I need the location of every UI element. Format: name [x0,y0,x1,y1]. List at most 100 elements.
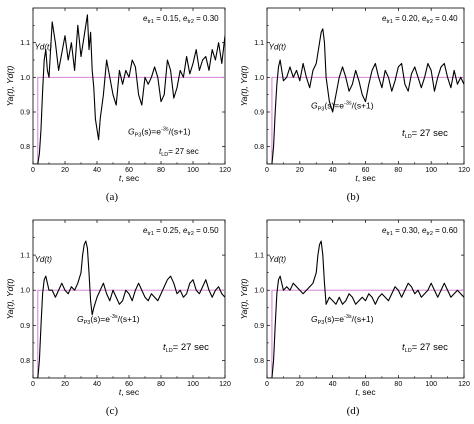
y-tick-label: 0.9 [20,110,30,117]
transfer-function-annotation: GP3(s)=e-3s/(s+1) [77,314,140,326]
series-line-output [33,14,225,164]
y-tick-label: 1.1 [254,253,264,260]
x-axis-unit: , sec [358,387,377,397]
series-line-output [33,240,225,378]
x-axis-label: t, sec [355,387,376,397]
x-tick-label: 100 [187,167,199,174]
x-axis-label: t, sec [119,173,140,183]
tld-annotation: tLD= 27 sec [402,342,448,354]
series-line-setpoint [33,76,225,164]
tf-tail: /(s+1) [352,101,374,111]
panel-label: (d) [347,405,360,417]
y-tick-label: 0.8 [254,358,264,365]
yd-annotation: Yd(t) [269,255,287,264]
transfer-function-annotation: GP3(s)=e-3s/(s+1) [311,101,374,113]
x-tick-label: 0 [31,381,35,388]
x-tick-label: 100 [187,381,199,388]
x-tick-label: 100 [425,381,437,388]
y-tick-label: 0.8 [254,144,264,151]
etr1-value: 0.20 [402,14,418,23]
x-tick-label: 80 [394,167,402,174]
y-axis-label: Ya(t), Yd(t) [239,278,249,319]
x-tick-label: 60 [125,381,133,388]
transfer-function-annotation: GP3(s)=e-3s/(s+1) [128,127,191,139]
tf-eq: =e [334,101,344,111]
x-tick-label: 80 [157,381,165,388]
x-tick-label: 40 [93,167,101,174]
x-axis-unit: , sec [121,387,140,397]
x-tick-label: 120 [458,167,470,174]
tld-value: = 27 sec [412,342,448,353]
x-axis-var: t [119,173,122,183]
etr-annotation: etr1 = 0.15, etr2 = 0.30 [143,14,219,25]
x-tick-label: 20 [296,167,304,174]
x-tick-label: 0 [265,167,269,174]
chart-panel-3: 0 20 40 60 80 100 120 0.8 0.9 1.0 1.1 t, sec Ya(t), … [5,219,231,417]
etr2-value: 0.50 [203,226,219,235]
x-tick-label: 80 [394,381,402,388]
y-tick-label: 1.1 [20,40,30,47]
x-axis-unit: , sec [121,173,140,183]
y-axis-label: Ya(t), Yd(t) [239,65,249,106]
yd-annotation: Yd(t) [269,43,287,52]
chart-panel-2: 0 20 40 60 80 100 120 0.8 0.9 1.0 1.1 t, sec Ya(t), … [239,7,470,203]
plot-frame [266,7,465,165]
tf-eq: =e [151,127,161,137]
etr1-value: 0.25 [163,226,179,235]
x-tick-label: 120 [219,167,231,174]
tld-value: = 27 sec [412,128,448,139]
plot-frame [32,7,226,165]
series-line-output [267,240,464,378]
etr2-value: 0.60 [442,226,458,235]
etr2-value: 0.30 [203,14,219,23]
transfer-function-annotation: GP3(s)=e-3s/(s+1) [311,314,374,326]
series-line-output [267,28,464,164]
panel-label: (c) [106,405,119,417]
series-line-setpoint [33,289,225,378]
etr1-value: 0.15 [163,14,179,23]
tf-eq: =e [334,314,344,324]
plot-frame [32,219,226,379]
etr2-value: 0.40 [442,14,458,23]
x-tick-label: 60 [125,167,133,174]
etr-annotation: etr1 = 0.20, etr2 = 0.40 [382,14,458,25]
x-tick-label: 0 [31,167,35,174]
tld-annotation: tLD= 27 sec [163,342,209,354]
x-tick-label: 0 [265,381,269,388]
tf-tail: /(s+1) [169,127,191,137]
y-tick-label: 1.0 [20,75,30,82]
yd-annotation: Yd(t) [35,255,53,264]
x-tick-label: 80 [157,167,165,174]
panel-label: (a) [106,191,119,203]
x-tick-label: 120 [219,381,231,388]
tld-value: = 27 sec [173,342,209,353]
y-tick-label: 1.1 [20,253,30,260]
x-tick-label: 60 [362,167,370,174]
tf-exp: -3s [161,127,169,133]
x-tick-label: 100 [425,167,437,174]
etr-annotation: etr1 = 0.25, etr2 = 0.50 [143,226,219,237]
y-tick-label: 1.1 [254,40,264,47]
y-axis-label: Ya(t), Yd(t) [5,278,15,319]
yd-annotation: Yd(t) [35,43,53,52]
x-axis-unit: , sec [358,173,377,183]
x-tick-label: 20 [61,381,69,388]
etr-annotation: etr1 = 0.30, etr2 = 0.60 [382,226,458,237]
x-axis-label: t, sec [119,387,140,397]
tf-exp: -3s [344,101,352,107]
x-axis-label: t, sec [355,173,376,183]
y-tick-label: 0.8 [20,144,30,151]
tld-annotation: tLD= 27 sec [159,147,199,158]
tf-eq: =e [100,314,110,324]
x-tick-label: 120 [458,381,470,388]
x-axis-var: t [119,387,122,397]
chart-panel-4: 0 20 40 60 80 100 120 0.8 0.9 1.0 1.1 t, sec Ya(t), … [239,219,470,417]
x-tick-label: 20 [296,381,304,388]
tf-exp: -3s [110,314,118,320]
tld-annotation: tLD= 27 sec [402,128,448,140]
x-tick-label: 40 [93,381,101,388]
y-tick-label: 1.0 [254,288,264,295]
x-tick-label: 40 [329,381,337,388]
y-tick-label: 0.8 [20,358,30,365]
